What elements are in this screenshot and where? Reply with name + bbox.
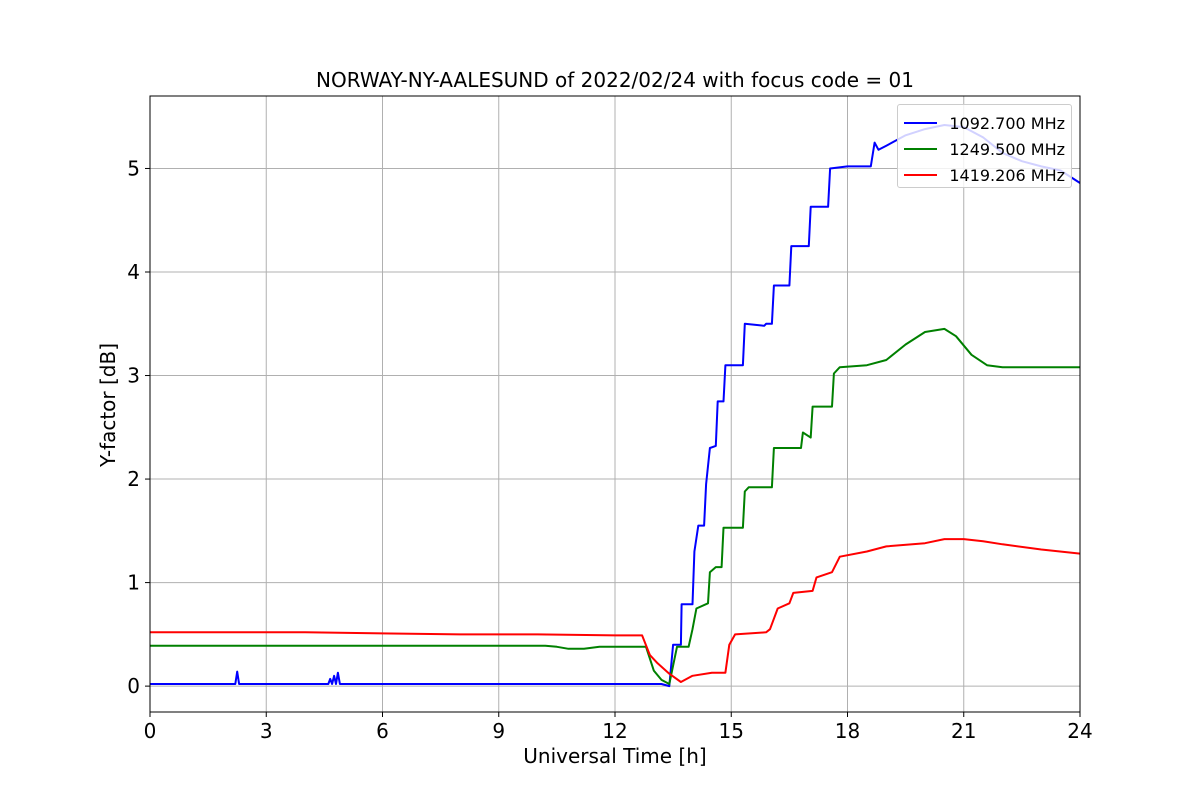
x-ticks: 0 3 6 9 12 15 18 21 24 [144,712,1093,743]
y-axis-label: Y-factor [dB] [96,342,120,468]
x-tick-label: 21 [951,719,976,743]
legend: 1092.700 MHz 1249.500 MHz 1419.206 MHz [897,104,1072,188]
y-tick-label: 1 [127,571,140,595]
y-tick-label: 4 [127,260,140,284]
y-tick-label: 2 [127,467,140,491]
x-tick-label: 9 [492,719,505,743]
legend-label-1249: 1249.500 MHz [949,139,1065,159]
legend-entry-1419: 1419.206 MHz [904,162,1065,188]
x-tick-label: 0 [144,719,157,743]
series-line-1 [150,327,1080,685]
legend-swatch-1419 [904,174,938,176]
y-tick-label: 0 [127,674,140,698]
x-tick-label: 3 [260,719,273,743]
x-axis-label: Universal Time [h] [523,744,707,768]
y-tick-label: 5 [127,156,140,180]
legend-label-1092: 1092.700 MHz [949,113,1065,133]
y-tick-label: 3 [127,364,140,388]
legend-label-1419: 1419.206 MHz [949,165,1065,185]
x-tick-label: 24 [1067,719,1092,743]
y-ticks: 0 1 2 3 4 5 [127,156,150,698]
x-tick-label: 6 [376,719,389,743]
grid-lines [149,96,1081,712]
chart-title: NORWAY-NY-AALESUND of 2022/02/24 with fo… [316,68,914,92]
x-tick-label: 18 [835,719,860,743]
legend-swatch-1092 [904,122,938,124]
x-tick-label: 15 [719,719,744,743]
legend-swatch-1249 [904,148,938,150]
legend-entry-1249: 1249.500 MHz [904,136,1065,162]
series-line-2 [150,538,1081,683]
x-tick-label: 12 [602,719,627,743]
legend-entry-1092: 1092.700 MHz [904,110,1065,136]
